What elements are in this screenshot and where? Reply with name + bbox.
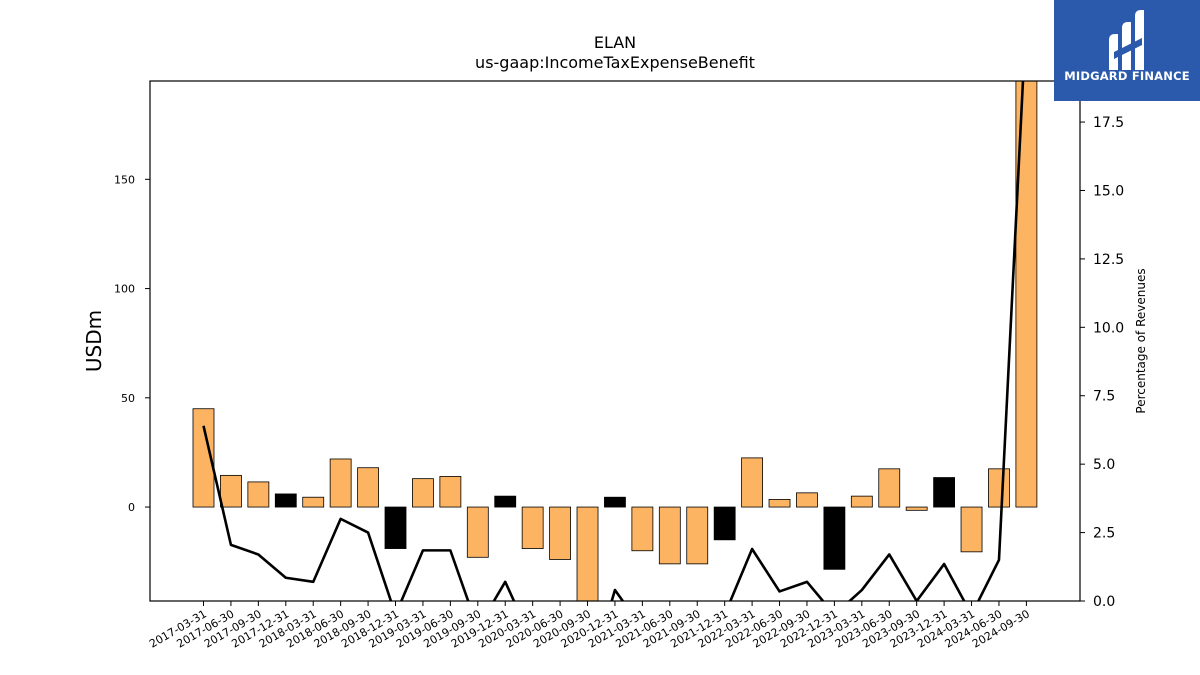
bar-2022-09-30	[796, 492, 818, 508]
y2-tick-label: 17.5	[1093, 115, 1124, 131]
y-axis-left: 0 50 100 150	[114, 173, 150, 514]
y2-tick-label: 10.0	[1093, 320, 1124, 336]
y-axis-right: 0.0 2.5 5.0 7.5 10.0 12.5 15.0 17.5	[1080, 115, 1124, 610]
bar-2022-12-31	[823, 506, 846, 570]
brand-logo: MIDGARD FINANCE	[1054, 0, 1200, 101]
bar-2019-03-31	[412, 478, 434, 508]
bar-2023-06-30	[878, 468, 901, 508]
title-group: ELAN us-gaap:IncomeTaxExpenseBenefit	[475, 33, 755, 72]
bar-2019-06-30	[439, 476, 462, 508]
y2-tick-label: 2.5	[1093, 526, 1115, 542]
bar-2017-09-30	[247, 481, 270, 508]
bar-2023-09-30	[905, 506, 928, 511]
y-tick-label: 100	[114, 283, 135, 296]
bar-2024-06-30	[988, 468, 1010, 508]
bar-2021-12-31	[713, 506, 736, 541]
bars-layer	[192, 81, 1038, 601]
bar-2021-09-30	[686, 506, 709, 565]
x-axis: 2017-03-312017-06-302017-09-302017-12-31…	[147, 601, 1032, 651]
y-axis-label: USDm	[82, 310, 106, 372]
y-tick-label: 0	[128, 501, 135, 514]
line-layer	[202, 81, 1025, 601]
bar-2021-03-31	[631, 506, 654, 552]
bar-2023-03-31	[850, 495, 873, 508]
chart-subtitle: us-gaap:IncomeTaxExpenseBenefit	[475, 53, 755, 72]
bar-2020-06-30	[549, 506, 571, 560]
bar-2017-06-30	[220, 474, 242, 508]
bar-2024-09-30	[1015, 81, 1038, 508]
bar-2018-12-31	[384, 506, 407, 549]
y-tick-label: 150	[114, 173, 135, 186]
bar-2019-09-30	[466, 506, 489, 558]
logo-mark-icon	[1109, 10, 1144, 70]
chart-title: ELAN	[594, 33, 636, 52]
y2-axis-label: Percentage of Revenues	[1134, 268, 1148, 413]
y-tick-label: 50	[121, 392, 135, 405]
plot-frame	[149, 80, 1081, 602]
bar-2018-03-31	[302, 496, 325, 508]
logo-text: MIDGARD FINANCE	[1064, 69, 1190, 83]
bar-2018-09-30	[357, 467, 379, 508]
bar-2020-09-30	[576, 506, 599, 601]
bar-2020-03-31	[521, 506, 544, 549]
bar-2022-03-31	[741, 457, 763, 508]
y2-tick-label: 15.0	[1093, 183, 1124, 199]
bar-2021-06-30	[658, 506, 681, 565]
bar-2017-03-31	[192, 408, 215, 508]
bar-2022-06-30	[768, 498, 791, 508]
bar-2024-03-31	[960, 506, 983, 553]
bar-2018-06-30	[329, 458, 352, 508]
y2-tick-label: 0.0	[1093, 594, 1115, 610]
y2-tick-label: 7.5	[1093, 389, 1115, 405]
revenue-percentage-line	[202, 81, 1025, 601]
bar-2020-12-31	[604, 496, 626, 508]
y2-tick-label: 5.0	[1093, 457, 1115, 473]
bar-2017-12-31	[274, 493, 297, 508]
bar-2023-12-31	[933, 477, 956, 508]
y2-tick-label: 12.5	[1093, 252, 1124, 268]
bar-2019-12-31	[494, 495, 517, 508]
